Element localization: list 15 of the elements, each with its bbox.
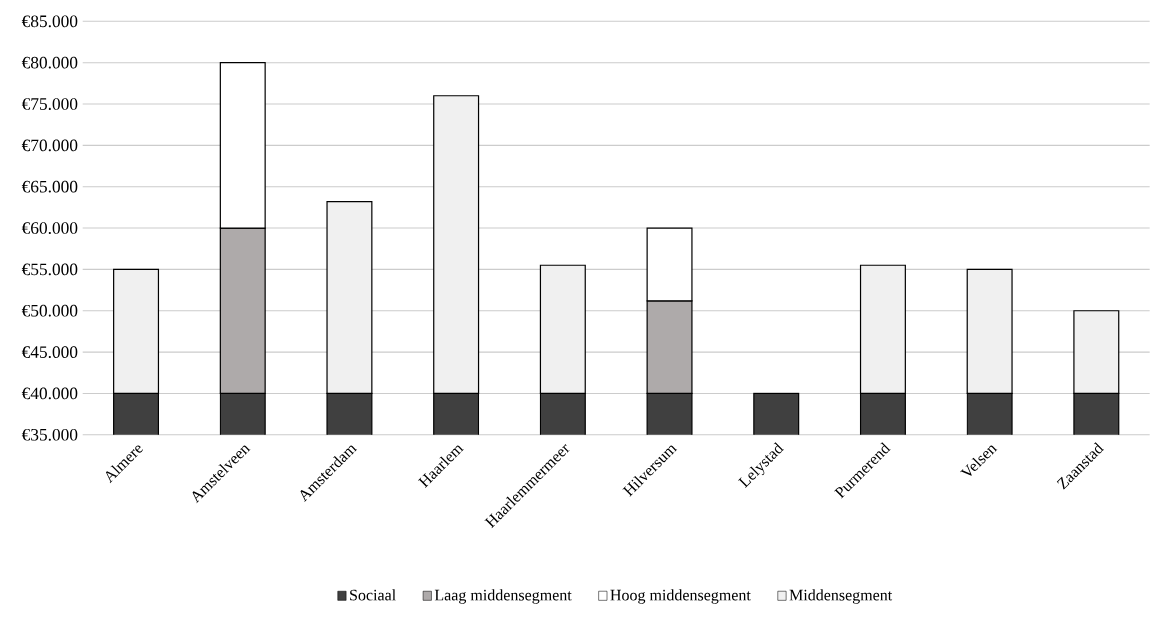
y-tick-label: €45.000 [21, 346, 78, 359]
y-tick-label: €35.000 [21, 428, 78, 441]
y-tick-label: €80.000 [21, 56, 78, 69]
legend-label: Hoog middensegment [610, 589, 751, 604]
y-tick-label: €50.000 [21, 304, 78, 317]
legend-label: Middensegment [789, 589, 893, 604]
y-tick-label: €60.000 [21, 222, 78, 235]
y-tick-label: €75.000 [21, 98, 78, 110]
y-tick-label: €40.000 [21, 387, 78, 400]
y-tick-label: €70.000 [21, 139, 78, 152]
y-tick-label: €55.000 [21, 263, 78, 276]
y-tick-label: €85.000 [21, 15, 78, 28]
legend-label: Sociaal [350, 589, 396, 601]
y-tick-label: €65.000 [21, 180, 78, 193]
legend-label: Laag middensegment [434, 589, 572, 604]
